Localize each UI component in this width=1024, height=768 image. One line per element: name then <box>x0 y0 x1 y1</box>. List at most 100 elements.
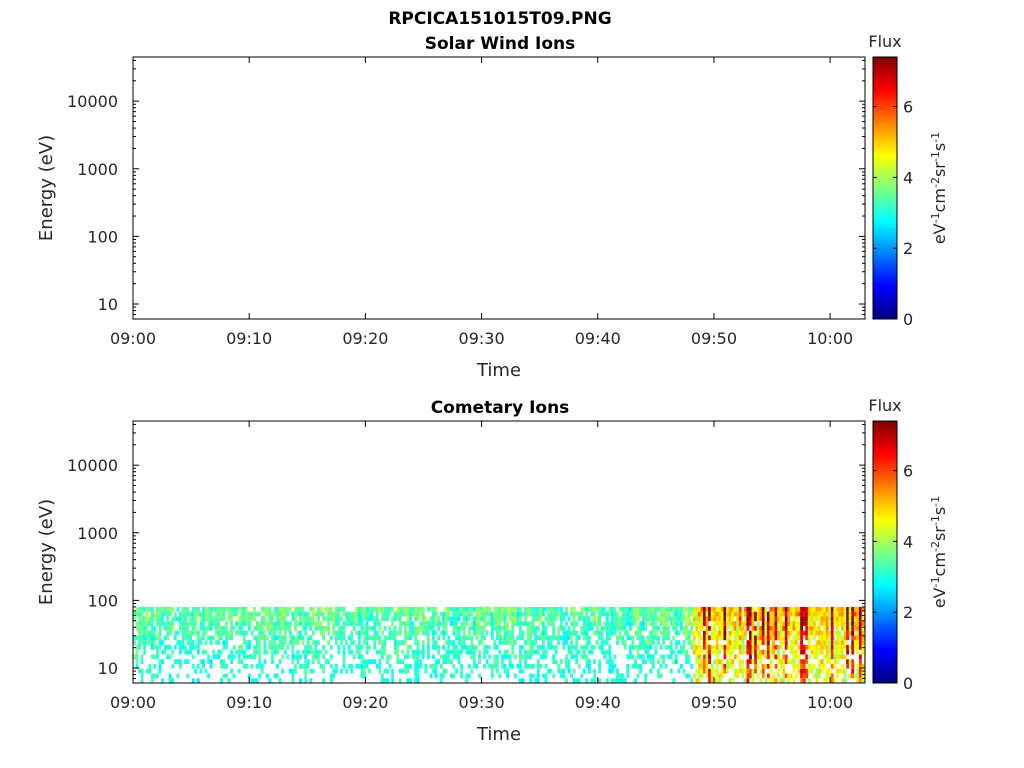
heatmap-cell <box>593 621 596 626</box>
heatmap-cell <box>805 668 809 674</box>
heatmap-cell <box>733 644 737 650</box>
heatmap-cell <box>792 644 796 650</box>
heatmap-cell <box>846 616 850 622</box>
heatmap-cell <box>738 616 742 622</box>
heatmap-cell <box>738 630 742 636</box>
heatmap-cell <box>518 668 522 674</box>
heatmap-cell <box>283 625 287 631</box>
heatmap-cell <box>365 649 369 655</box>
heatmap-cell <box>403 668 407 674</box>
heatmap-cell <box>150 611 154 617</box>
heatmap-cell <box>695 630 699 636</box>
heatmap-cell <box>245 611 249 617</box>
heatmap-cell <box>557 668 561 674</box>
heatmap-cell <box>639 606 642 612</box>
heatmap-cell <box>156 644 159 650</box>
heatmap-cell <box>276 635 280 641</box>
heatmap-cell <box>820 611 824 617</box>
heatmap-cell <box>230 625 233 631</box>
heatmap-cell <box>575 635 579 641</box>
heatmap-cell <box>235 649 239 655</box>
heatmap-cell <box>618 630 622 636</box>
heatmap-cell <box>613 621 617 626</box>
heatmap-cell <box>593 611 596 617</box>
heatmap-cell <box>805 630 809 636</box>
heatmap-cell <box>718 625 722 631</box>
heatmap-cell <box>825 649 829 655</box>
heatmap-cell <box>541 654 545 660</box>
heatmap-cell <box>756 663 760 669</box>
x-tick-label: 09:00 <box>110 693 156 712</box>
heatmap-cell <box>360 668 364 674</box>
x-tick-label: 09:20 <box>342 329 388 348</box>
heatmap-cell <box>703 616 706 622</box>
heatmap-cell <box>736 611 740 617</box>
heatmap-cell <box>311 616 315 622</box>
heatmap-cell <box>549 621 553 626</box>
heatmap-cell <box>138 611 141 617</box>
heatmap-cell <box>695 654 699 660</box>
heatmap-cell <box>375 630 379 636</box>
heatmap-cell <box>539 663 543 669</box>
heatmap-cell <box>442 611 446 617</box>
heatmap-cell <box>258 659 262 664</box>
heatmap-cell <box>467 625 471 631</box>
heatmap-cell <box>738 649 742 655</box>
heatmap-cell <box>253 654 256 660</box>
heatmap-cell <box>437 635 441 641</box>
heatmap-cell <box>531 616 535 622</box>
heatmap-cell <box>756 616 760 622</box>
heatmap-cell <box>713 635 717 641</box>
heatmap-cell <box>841 649 844 655</box>
heatmap-cell <box>360 625 364 631</box>
heatmap-cell <box>156 635 159 641</box>
heatmap-cell <box>628 621 632 626</box>
heatmap-cell <box>636 611 640 617</box>
heatmap-cell <box>700 644 704 650</box>
heatmap-cell <box>644 649 648 655</box>
heatmap-cell <box>273 630 277 636</box>
heatmap-cell <box>232 673 236 679</box>
heatmap-cell <box>161 678 164 683</box>
heatmap-cell <box>309 649 313 655</box>
heatmap-cell <box>416 673 420 679</box>
heatmap-cell <box>168 611 172 617</box>
heatmap-cell <box>386 654 389 660</box>
heatmap-cell <box>432 640 435 645</box>
heatmap-cell <box>797 630 801 636</box>
heatmap-cell <box>858 644 862 650</box>
heatmap-cell <box>506 625 510 631</box>
heatmap-cell <box>580 606 584 612</box>
heatmap-cell <box>802 649 806 655</box>
heatmap-cell <box>398 606 402 612</box>
heatmap-cell <box>838 644 842 650</box>
heatmap-cell <box>207 621 210 626</box>
heatmap-cell <box>728 678 732 683</box>
heatmap-cell <box>153 644 157 650</box>
heatmap-cell <box>664 663 668 669</box>
heatmap-cell <box>370 616 374 622</box>
heatmap-cell <box>800 659 804 664</box>
heatmap-cell <box>511 630 515 636</box>
heatmap-cell <box>253 649 256 655</box>
heatmap-cell <box>322 678 326 683</box>
heatmap-cell <box>391 668 395 674</box>
heatmap-cell <box>697 606 701 612</box>
heatmap-cell <box>585 616 589 622</box>
heatmap-cell <box>350 635 354 641</box>
heatmap-cell <box>810 621 814 626</box>
heatmap-cell <box>715 606 719 612</box>
heatmap-cell <box>319 649 323 655</box>
heatmap-cell <box>334 606 338 612</box>
heatmap-cell <box>723 644 727 650</box>
heatmap-cell <box>434 611 438 617</box>
heatmap-cell <box>749 659 752 664</box>
heatmap-cell <box>600 625 604 631</box>
heatmap-cell <box>812 616 816 622</box>
heatmap-cell <box>511 625 515 631</box>
heatmap-cell <box>792 606 796 612</box>
heatmap-cell <box>396 654 400 660</box>
heatmap-cell <box>611 625 614 631</box>
heatmap-cell <box>452 673 456 679</box>
heatmap-cell <box>703 630 706 636</box>
